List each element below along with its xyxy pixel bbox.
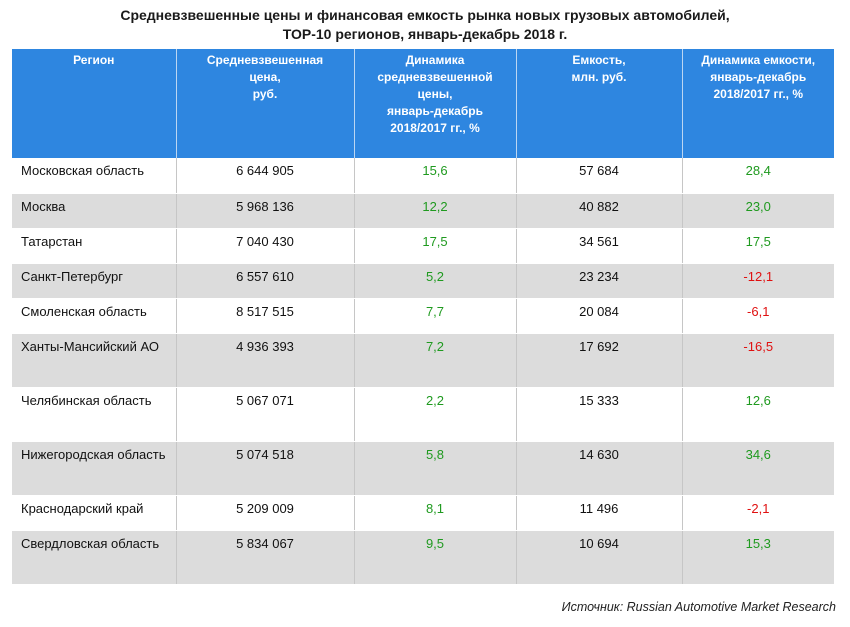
- table-row: Москва 5 968 136 12,2 40 882 23,0: [12, 193, 834, 229]
- region-cell: Ханты-Мансийский АО: [12, 333, 177, 388]
- header-region: Регион: [12, 49, 177, 158]
- capacity-cell: 20 084: [516, 298, 683, 334]
- table-row: Челябинская область 5 067 071 2,2 15 333 12,…: [12, 387, 834, 442]
- price-cell: 5 968 136: [176, 193, 355, 229]
- header-capacity: Емкость, млн. руб.: [516, 49, 683, 158]
- region-cell: Свердловская область: [12, 530, 177, 585]
- price-dynamics-cell: 2,2: [354, 387, 517, 442]
- table-row: Санкт-Петербург 6 557 610 5,2 23 234 -12,1: [12, 263, 834, 299]
- price-cell: 5 067 071: [176, 387, 355, 442]
- capacity-cell: 10 694: [516, 530, 683, 585]
- price-dynamics-cell: 8,1: [354, 495, 517, 531]
- capacity-cell: 14 630: [516, 441, 683, 496]
- table-row: Татарстан 7 040 430 17,5 34 561 17,5: [12, 228, 834, 264]
- capacity-dynamics-cell: -12,1: [682, 263, 834, 299]
- region-cell: Санкт-Петербург: [12, 263, 177, 299]
- table-row: Смоленская область 8 517 515 7,7 20 084 -6,1: [12, 298, 834, 334]
- price-cell: 8 517 515: [176, 298, 355, 334]
- price-dynamics-cell: 7,7: [354, 298, 517, 334]
- table-row: Краснодарский край 5 209 009 8,1 11 496 -2,1: [12, 495, 834, 531]
- capacity-dynamics-cell: 23,0: [682, 193, 834, 229]
- price-cell: 5 834 067: [176, 530, 355, 585]
- header-capacity-dynamics: Динамика емкости, январь-декабрь 2018/2017…: [682, 49, 834, 158]
- table-row: Свердловская область 5 834 067 9,5 10 694 15…: [12, 530, 834, 585]
- price-cell: 4 936 393: [176, 333, 355, 388]
- header-price-dynamics: Динамика средневзвешенной цены, январь-дека…: [354, 49, 517, 158]
- price-cell: 5 209 009: [176, 495, 355, 531]
- capacity-cell: 34 561: [516, 228, 683, 264]
- source-note: Источник: Russian Automotive Market Rese…: [561, 600, 836, 614]
- price-dynamics-cell: 9,5: [354, 530, 517, 585]
- region-cell: Краснодарский край: [12, 495, 177, 531]
- capacity-dynamics-cell: -16,5: [682, 333, 834, 388]
- header-price: Средневзвешенная цена, руб.: [176, 49, 355, 158]
- region-cell: Челябинская область: [12, 387, 177, 442]
- capacity-cell: 23 234: [516, 263, 683, 299]
- title-line-1: Средневзвешенные цены и финансовая емкос…: [120, 7, 730, 23]
- capacity-dynamics-cell: -6,1: [682, 298, 834, 334]
- price-dynamics-cell: 15,6: [354, 158, 517, 194]
- price-cell: 6 557 610: [176, 263, 355, 299]
- region-cell: Татарстан: [12, 228, 177, 264]
- region-cell: Смоленская область: [12, 298, 177, 334]
- capacity-cell: 15 333: [516, 387, 683, 442]
- table-row: Московская область 6 644 905 15,6 57 684 28,…: [12, 158, 834, 194]
- capacity-dynamics-cell: 34,6: [682, 441, 834, 496]
- price-dynamics-cell: 12,2: [354, 193, 517, 229]
- table-row: Нижегородская область 5 074 518 5,8 14 630 3…: [12, 441, 834, 496]
- capacity-cell: 40 882: [516, 193, 683, 229]
- region-cell: Нижегородская область: [12, 441, 177, 496]
- table-title: Средневзвешенные цены и финансовая емкос…: [0, 6, 850, 44]
- price-dynamics-cell: 5,2: [354, 263, 517, 299]
- header-row: Регион Средневзвешенная цена, руб. Динамик…: [12, 49, 834, 158]
- capacity-cell: 17 692: [516, 333, 683, 388]
- region-cell: Московская область: [12, 158, 177, 194]
- capacity-dynamics-cell: 17,5: [682, 228, 834, 264]
- table-row: Ханты-Мансийский АО 4 936 393 7,2 17 692 -16…: [12, 333, 834, 388]
- price-dynamics-cell: 17,5: [354, 228, 517, 264]
- capacity-dynamics-cell: -2,1: [682, 495, 834, 531]
- price-dynamics-cell: 7,2: [354, 333, 517, 388]
- price-cell: 6 644 905: [176, 158, 355, 194]
- capacity-dynamics-cell: 12,6: [682, 387, 834, 442]
- region-cell: Москва: [12, 193, 177, 229]
- title-line-2: ТОР-10 регионов, январь-декабрь 2018 г.: [282, 26, 568, 42]
- price-cell: 7 040 430: [176, 228, 355, 264]
- price-cell: 5 074 518: [176, 441, 355, 496]
- capacity-cell: 11 496: [516, 495, 683, 531]
- price-dynamics-cell: 5,8: [354, 441, 517, 496]
- capacity-cell: 57 684: [516, 158, 683, 194]
- capacity-dynamics-cell: 15,3: [682, 530, 834, 585]
- capacity-dynamics-cell: 28,4: [682, 158, 834, 194]
- regions-table: Регион Средневзвешенная цена, руб. Динамик…: [12, 49, 834, 585]
